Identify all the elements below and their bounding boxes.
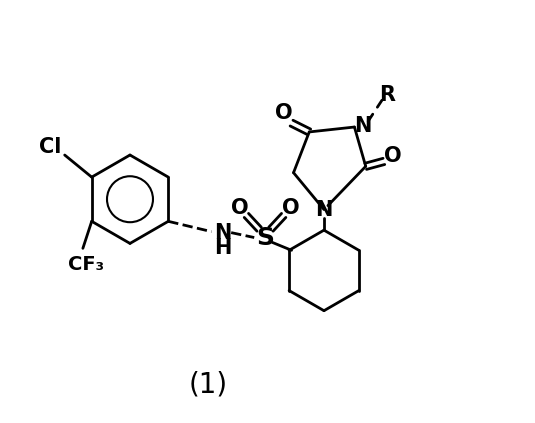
Text: Cl: Cl <box>39 137 61 157</box>
Text: N: N <box>213 222 231 243</box>
Text: N: N <box>355 116 372 136</box>
Text: R: R <box>379 85 395 104</box>
Text: O: O <box>282 198 300 218</box>
Text: H: H <box>213 238 231 258</box>
Text: O: O <box>275 103 293 123</box>
Text: CF₃: CF₃ <box>68 255 104 274</box>
Text: S: S <box>256 225 274 250</box>
Text: (1): (1) <box>189 371 228 399</box>
Text: N: N <box>315 200 333 220</box>
Text: O: O <box>384 146 402 165</box>
Text: O: O <box>231 198 248 218</box>
